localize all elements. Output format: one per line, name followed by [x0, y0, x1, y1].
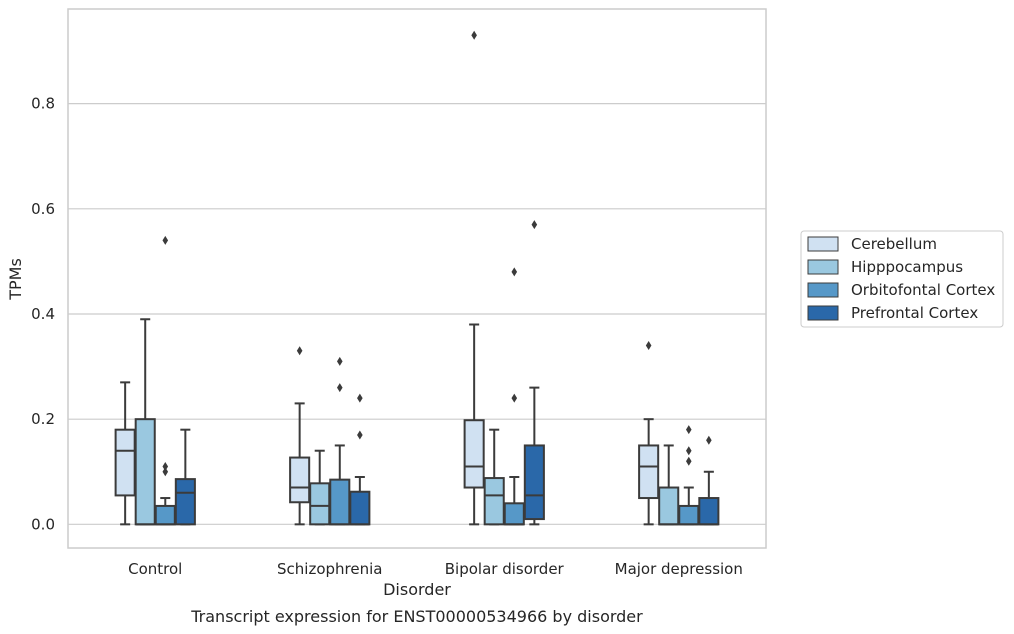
boxes	[114, 30, 720, 526]
box-iqr	[698, 497, 720, 526]
box-group	[289, 346, 311, 526]
legend-frame	[800, 230, 1004, 328]
outlier-point	[162, 461, 169, 471]
box-group	[678, 425, 700, 526]
y-axis-title: TPMs	[6, 258, 25, 301]
box-group	[503, 267, 525, 526]
x-tick-label: Control	[128, 560, 182, 578]
outlier-point	[685, 456, 692, 466]
box-group	[658, 444, 680, 526]
legend-swatch	[807, 305, 839, 321]
box-iqr	[289, 456, 311, 504]
legend-swatch	[807, 282, 839, 298]
outlier-point	[511, 267, 518, 277]
outlier-point	[296, 346, 303, 356]
box-iqr	[309, 482, 331, 526]
plot-frame	[67, 8, 767, 549]
y-tick-label: 0.8	[31, 95, 55, 113]
outlier-point	[357, 393, 363, 403]
box-iqr	[658, 486, 680, 526]
legend: Cerebellum Hipppocampus Orbitofontal Corte…	[800, 230, 1004, 328]
chart-title: Transcript expression for ENST0000053496…	[190, 607, 643, 626]
gridlines	[68, 103, 766, 525]
outlier-point	[706, 435, 712, 445]
outlier-point	[511, 393, 518, 403]
box-iqr	[134, 418, 156, 526]
legend-label: Cerebellum	[851, 235, 937, 253]
box-iqr	[349, 490, 371, 526]
box-group	[698, 435, 720, 526]
box-group	[154, 235, 176, 526]
outlier-point	[162, 235, 169, 245]
x-tick-label: Major depression	[615, 560, 743, 578]
box-group	[523, 220, 545, 526]
box-iqr	[638, 444, 660, 500]
outlier-point	[685, 446, 692, 456]
legend-label: Orbitofontal Cortex	[851, 281, 995, 299]
legend-label: Prefrontal Cortex	[851, 304, 978, 322]
y-tick-label: 0.2	[31, 410, 55, 428]
outlier-point	[531, 220, 538, 230]
box-iqr	[503, 502, 525, 526]
box-group	[174, 428, 196, 526]
box-iqr	[329, 478, 351, 526]
y-tick-label: 0.4	[31, 305, 55, 323]
outlier-point	[357, 430, 363, 440]
outlier-point	[645, 341, 652, 351]
y-tick-label: 0.0	[31, 515, 55, 533]
outlier-point	[685, 425, 692, 435]
box-iqr	[174, 478, 196, 526]
x-tick-label: Bipolar disorder	[445, 560, 565, 578]
box-group	[114, 381, 136, 526]
box-iqr	[463, 419, 485, 489]
box-group	[638, 341, 660, 526]
outlier-point	[162, 467, 169, 477]
box-iqr	[154, 504, 176, 526]
outlier-point	[471, 30, 477, 40]
x-tick-labels: Control Schizophrenia Bipolar disorder Majo…	[128, 560, 743, 578]
y-tick-label: 0.6	[31, 200, 55, 218]
box-group	[134, 318, 156, 526]
outlier-point	[336, 383, 343, 393]
legend-swatch	[807, 236, 839, 252]
legend-swatch	[807, 259, 839, 275]
x-tick-label: Schizophrenia	[277, 560, 382, 578]
box-group	[483, 428, 505, 526]
legend-label: Hipppocampus	[851, 258, 963, 276]
box-group	[349, 393, 371, 526]
outlier-point	[336, 356, 343, 366]
x-axis-title: Disorder	[383, 580, 451, 599]
box-iqr	[114, 428, 136, 497]
y-tick-labels: 0.0 0.2 0.4 0.6 0.8	[31, 95, 55, 534]
box-group	[463, 30, 485, 526]
box-group	[309, 449, 331, 526]
box-iqr	[523, 444, 545, 521]
box-iqr	[483, 477, 505, 526]
box-group	[329, 356, 351, 526]
box-iqr	[678, 504, 700, 526]
